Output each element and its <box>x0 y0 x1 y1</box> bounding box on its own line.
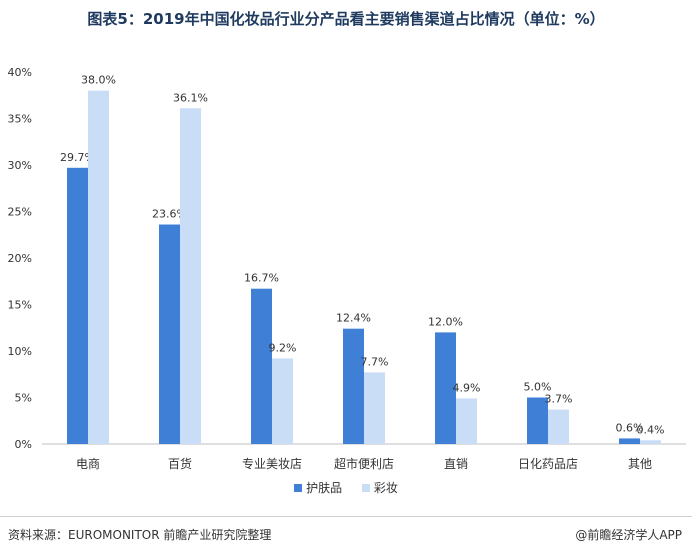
bar-makeup <box>548 409 569 444</box>
chart-title: 图表5：2019年中国化妆品行业分产品看主要销售渠道占比情况（单位：%） <box>87 10 605 28</box>
bar-makeup <box>180 108 201 445</box>
legend-item-makeup: 彩妆 <box>361 479 398 496</box>
data-label-skincare: 5.0% <box>524 381 552 394</box>
bar-skincare <box>159 224 180 444</box>
legend-label-makeup: 彩妆 <box>373 481 398 495</box>
source-divider <box>0 516 692 517</box>
y-tick-label: 25% <box>8 206 32 219</box>
x-tick-label: 直销 <box>444 457 468 471</box>
data-label-makeup: 3.7% <box>545 393 573 406</box>
y-tick-label: 40% <box>8 66 32 79</box>
data-label-skincare: 23.6% <box>152 208 187 221</box>
legend-item-skincare: 护肤品 <box>294 479 342 496</box>
bar-skincare <box>343 328 364 444</box>
data-label-skincare: 12.4% <box>336 312 371 325</box>
bar-makeup <box>364 372 385 444</box>
x-tick-label: 其他 <box>628 457 652 471</box>
x-tick-label: 百货 <box>168 456 192 471</box>
data-label-makeup: 4.9% <box>453 381 481 394</box>
source-note: 资料来源：EUROMONITOR 前瞻产业研究院整理 <box>8 528 272 542</box>
y-tick-label: 30% <box>8 159 32 172</box>
bar-makeup <box>272 358 293 444</box>
x-tick-label: 电商 <box>76 456 100 471</box>
bar-skincare <box>67 167 88 445</box>
data-label-makeup: 7.7% <box>361 355 389 368</box>
data-label-skincare: 29.7% <box>60 151 95 164</box>
bar-makeup <box>640 440 661 444</box>
legend: 护肤品 彩妆 <box>0 479 692 496</box>
y-tick-label: 5% <box>15 392 32 405</box>
legend-swatch-makeup <box>361 483 370 492</box>
data-label-skincare: 12.0% <box>428 315 463 328</box>
data-label-makeup: 36.1% <box>173 91 208 104</box>
x-tick-label: 专业美妆店 <box>242 456 302 471</box>
bar-makeup <box>88 90 109 444</box>
bar-skincare <box>251 288 272 444</box>
data-label-makeup: 0.4% <box>637 423 665 436</box>
data-label-skincare: 16.7% <box>244 272 279 285</box>
legend-swatch-skincare <box>294 483 303 492</box>
x-tick-label: 超市便利店 <box>334 456 394 471</box>
bar-skincare <box>527 397 548 444</box>
bar-skincare <box>619 438 640 444</box>
data-label-makeup: 38.0% <box>81 74 116 87</box>
y-tick-label: 35% <box>8 113 32 126</box>
credit-note: @前瞻经济学人APP <box>575 528 682 542</box>
data-label-makeup: 9.2% <box>269 341 297 354</box>
y-tick-label: 0% <box>15 438 32 451</box>
y-tick-label: 20% <box>8 252 32 265</box>
y-tick-label: 15% <box>8 299 32 312</box>
x-tick-label: 日化药品店 <box>518 457 578 471</box>
y-tick-label: 10% <box>8 345 32 358</box>
legend-label-skincare: 护肤品 <box>306 481 343 495</box>
data-label-skincare: 0.6% <box>616 421 644 434</box>
bar-makeup <box>456 398 477 444</box>
bar-skincare <box>435 332 456 444</box>
